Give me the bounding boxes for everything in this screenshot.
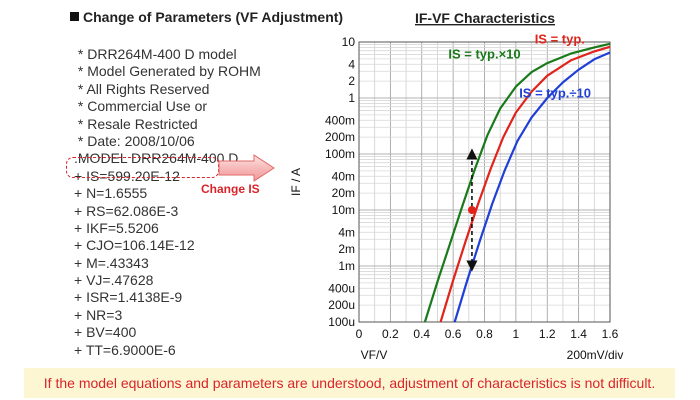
y-tick-label: 200m [325, 130, 355, 144]
y-tick-label: 2m [338, 242, 355, 256]
model-line: + IS=599.20E-12 [74, 167, 180, 184]
model-line: * Model Generated by ROHM [74, 63, 261, 80]
y-tick-label: 100u [328, 315, 355, 329]
x-tick-label: 0.8 [476, 327, 493, 341]
model-line: + M=.43343 [74, 254, 149, 271]
y-tick-label: 400m [325, 113, 355, 127]
x-tick-label: 1.2 [539, 327, 556, 341]
plot-frame [358, 41, 611, 323]
spice-model-listing: * DRR264M-400 D model * Model Generated … [74, 46, 261, 359]
square-bullet-icon [70, 12, 79, 21]
y-tick-label: 10m [332, 203, 355, 217]
x-scale-note: 200mV/div [567, 348, 624, 362]
y-tick-label: 4 [348, 57, 355, 71]
chart-title: IF-VF Characteristics [415, 10, 555, 26]
model-line: + VJ=.47628 [74, 272, 154, 289]
y-tick-label: 40m [332, 169, 355, 183]
y-tick-label: 2 [348, 74, 355, 88]
model-line: + NR=3 [74, 306, 123, 323]
series-annotation-1: IS = typ. [535, 32, 585, 47]
y-tick-label: 1 [348, 91, 355, 105]
model-line: + N=1.6555 [74, 185, 148, 202]
x-tick-label: 1.4 [570, 327, 587, 341]
model-line: * Date: 2008/10/06 [74, 132, 195, 149]
model-line: + RS=62.086E-3 [74, 202, 179, 219]
x-tick-label: 0.4 [413, 327, 430, 341]
y-tick-label: 100m [325, 147, 355, 161]
x-tick-label: 0.6 [445, 327, 462, 341]
change-arrow-icon [218, 154, 275, 182]
y-tick-label: 200u [328, 298, 355, 312]
x-tick-label: 1 [513, 327, 520, 341]
model-line: * DRR264M-400 D model [74, 46, 237, 62]
x-tick-label: 0.2 [382, 327, 399, 341]
model-line: * All Rights Reserved [74, 80, 210, 97]
y-axis-label: IF / A [289, 168, 303, 196]
y-tick-label: 4m [338, 225, 355, 239]
y-tick-label: 400u [328, 281, 355, 295]
x-tick-label: 1.6 [602, 327, 619, 341]
series-line-2 [453, 51, 611, 323]
x-tick-label: 0 [356, 327, 363, 341]
x-axis-label: VF/V [361, 348, 388, 362]
series-line-1 [439, 45, 611, 323]
model-line: * Commercial Use or [74, 98, 208, 115]
section-heading-text: Change of Parameters (VF Adjustment) [83, 9, 344, 25]
section-heading: Change of Parameters (VF Adjustment) [70, 9, 343, 25]
series-annotation-0: IS = typ.×10 [448, 46, 520, 61]
y-tick-label: 1m [338, 259, 355, 273]
model-line: + IKF=5.5206 [74, 219, 159, 236]
model-line: .MODEL DRR264M-400 D [74, 150, 239, 167]
y-tick-label: 10 [342, 35, 356, 49]
model-line: + TT=6.9000E-6 [74, 341, 176, 358]
series-annotation-2: IS = typ.÷10 [519, 86, 591, 101]
model-line: + CJO=106.14E-12 [74, 237, 195, 254]
series-line-0 [423, 42, 611, 323]
model-line: + ISR=1.4138E-9 [74, 289, 183, 306]
operating-point-marker [467, 206, 476, 214]
footer-note-text: If the model equations and parameters ar… [43, 375, 656, 391]
model-line: + BV=400 [74, 324, 137, 341]
change-is-label: Change IS [201, 182, 260, 196]
model-line: * Resale Restricted [74, 115, 198, 132]
y-tick-label: 20m [332, 186, 355, 200]
footer-note: If the model equations and parameters ar… [24, 368, 675, 398]
